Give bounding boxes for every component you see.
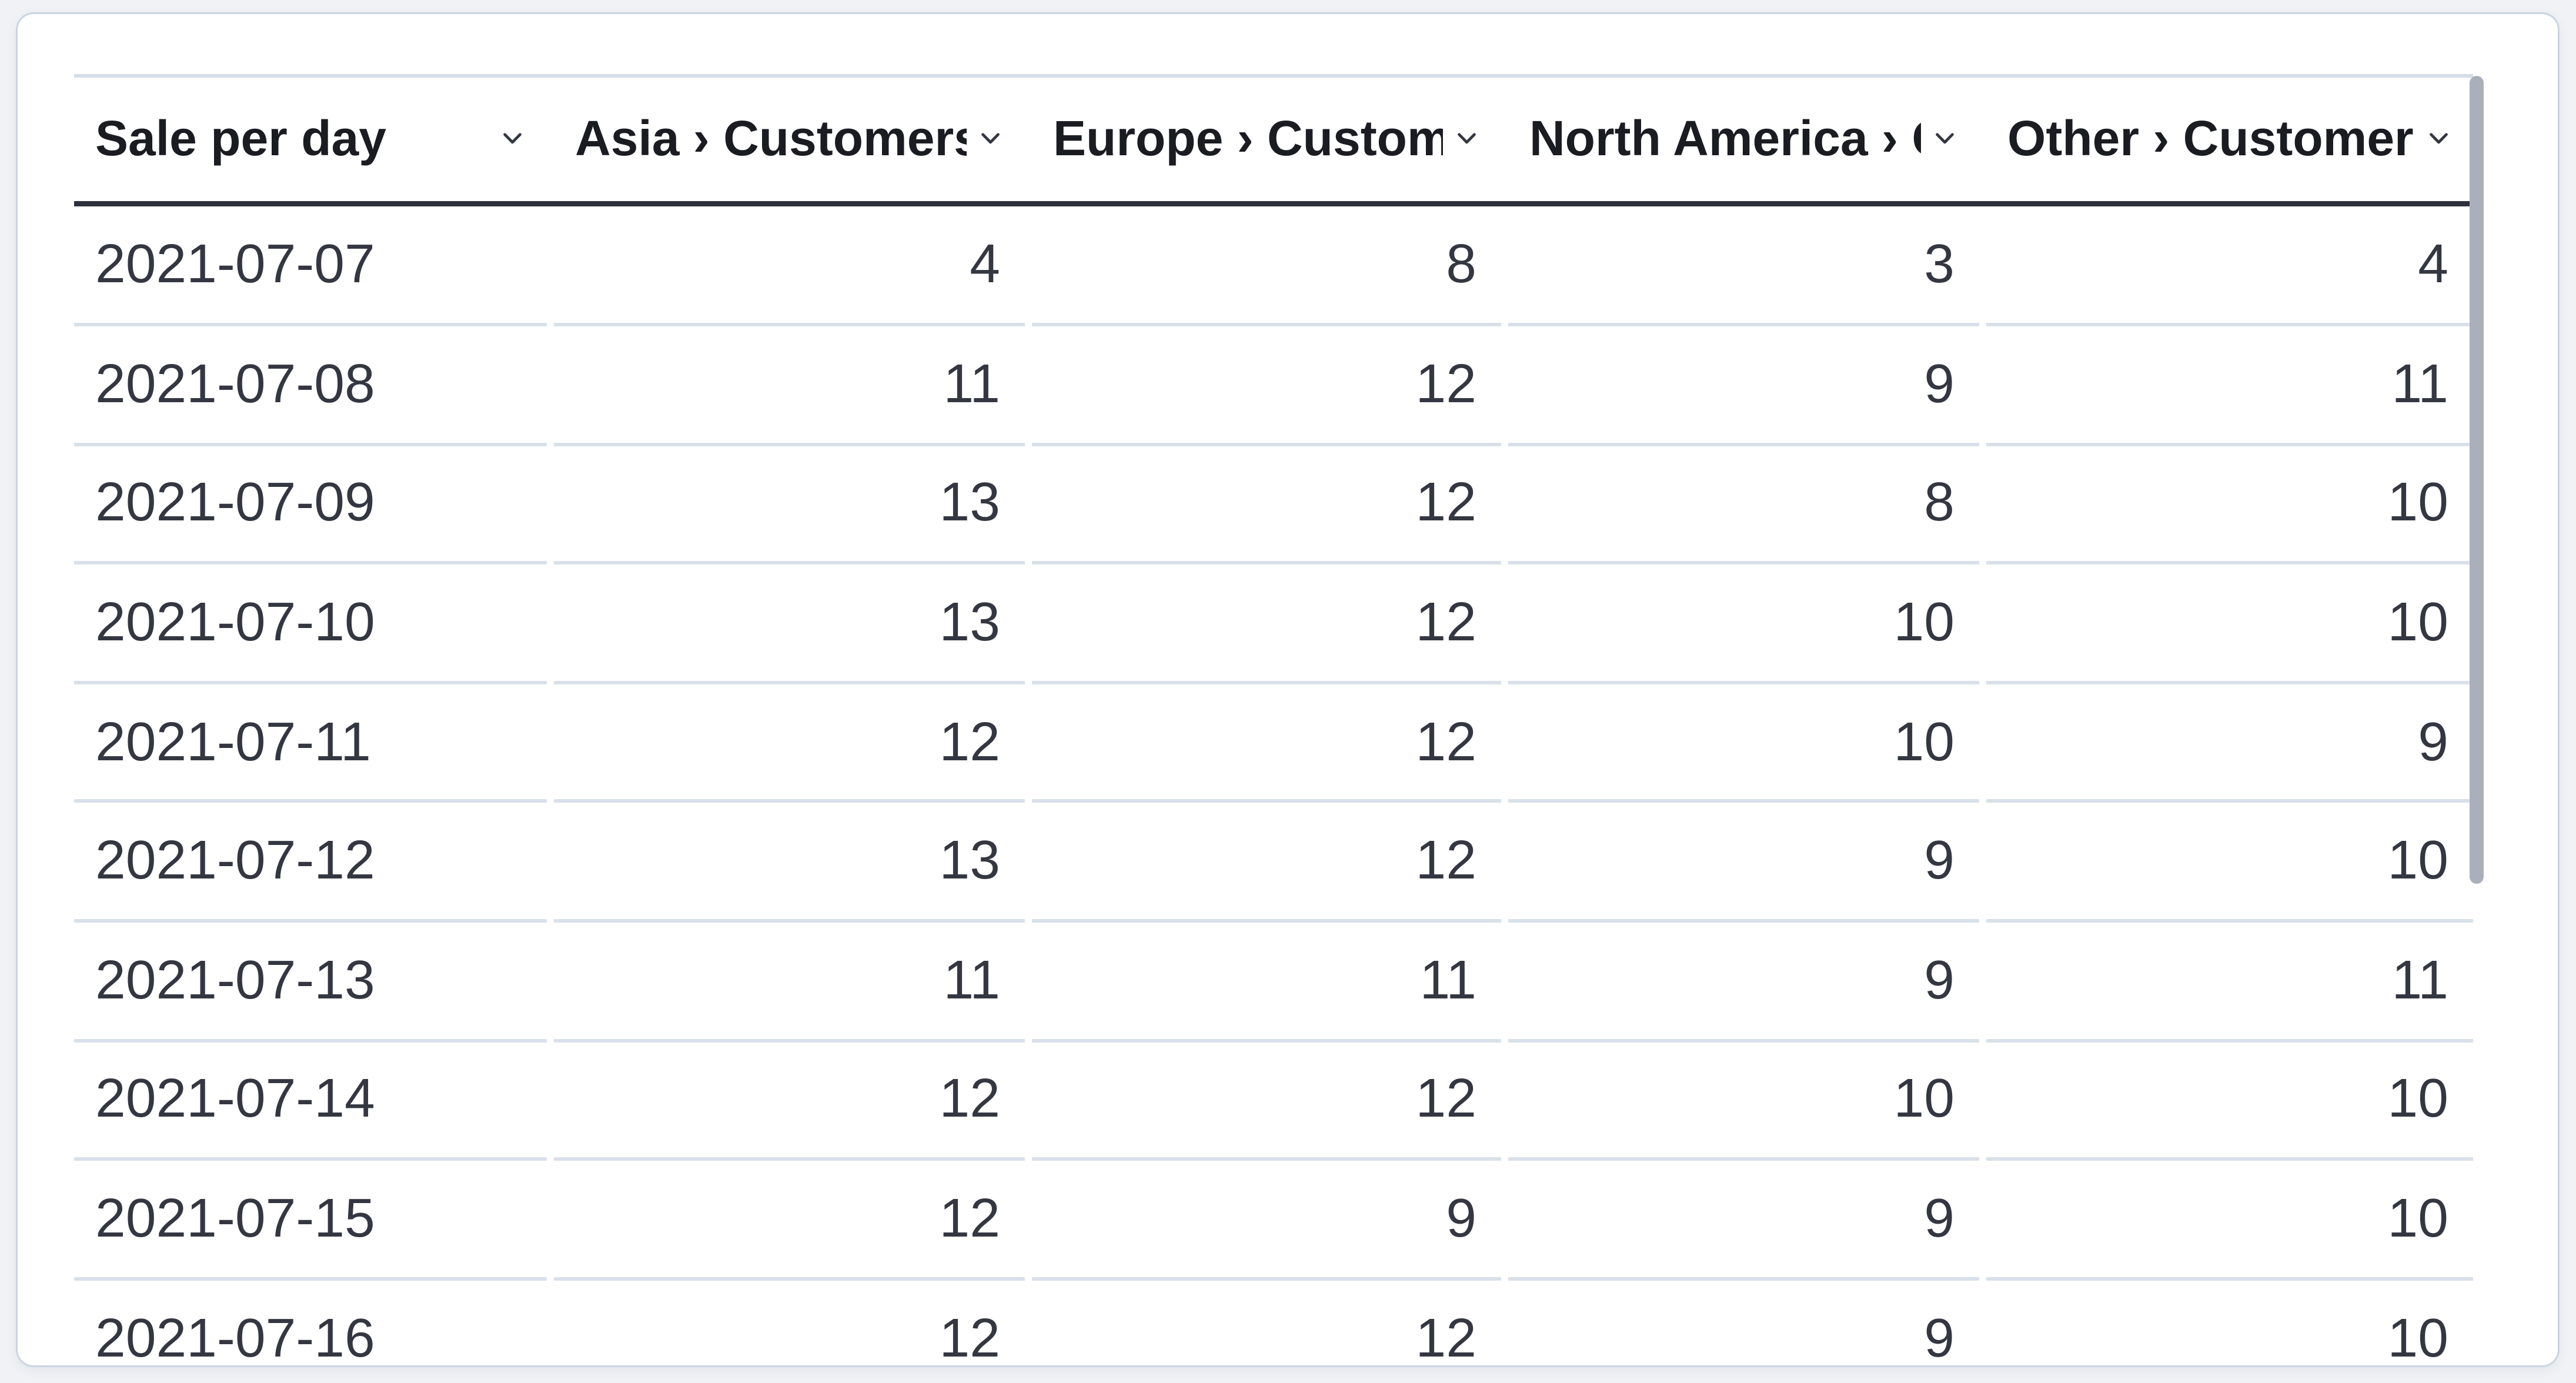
column-header-other-customers[interactable]: Other › Customers: [1986, 77, 2473, 201]
value-cell: 9: [1508, 326, 1979, 446]
date-cell: 2021-07-15: [74, 1161, 547, 1281]
value-cell: 12: [554, 684, 1025, 804]
table-row: 2021-07-14 12 12 10 10: [74, 1042, 2473, 1161]
value-cell: 9: [1508, 1161, 1979, 1281]
table-row: 2021-07-12 13 12 9 10: [74, 803, 2473, 923]
date-cell: 2021-07-11: [74, 684, 547, 804]
value-cell: 8: [1032, 207, 1501, 326]
value-cell: 12: [554, 1161, 1025, 1281]
value-cell: 10: [1986, 1161, 2473, 1281]
value-cell: 12: [554, 1042, 1025, 1161]
value-cell: 10: [1986, 1280, 2473, 1369]
value-cell: 13: [554, 803, 1025, 923]
table-header-row: Sale per day Asia › Customers Europe › C…: [74, 77, 2473, 201]
value-cell: 11: [554, 326, 1025, 446]
date-cell: 2021-07-10: [74, 565, 547, 684]
column-header-label: Asia › Customers: [575, 111, 967, 166]
value-cell: 10: [1986, 446, 2473, 565]
value-cell: 12: [1032, 684, 1501, 804]
value-cell: 12: [1032, 803, 1501, 923]
value-cell: 4: [554, 207, 1025, 326]
value-cell: 9: [1508, 803, 1979, 923]
value-cell: 3: [1508, 207, 1979, 326]
value-cell: 10: [1508, 565, 1979, 684]
value-cell: 13: [554, 565, 1025, 684]
table-row: 2021-07-11 12 12 10 9: [74, 684, 2473, 804]
chevron-down-icon[interactable]: [977, 126, 1004, 152]
table-panel: Sale per day Asia › Customers Europe › C…: [16, 12, 2560, 1369]
value-cell: 4: [1986, 207, 2473, 326]
column-header-north-america-customers[interactable]: North America › Customers: [1508, 77, 1979, 201]
value-cell: 11: [1986, 923, 2473, 1042]
value-cell: 11: [1032, 923, 1501, 1042]
value-cell: 9: [1986, 684, 2473, 804]
table-row: 2021-07-09 13 12 8 10: [74, 446, 2473, 565]
column-header-label: Europe › Customers: [1053, 111, 1443, 166]
value-cell: 8: [1508, 446, 1979, 565]
value-cell: 12: [1032, 1042, 1501, 1161]
column-header-label: Other › Customers: [2007, 111, 2415, 166]
value-cell: 9: [1508, 1280, 1979, 1369]
table-row: 2021-07-13 11 11 9 11: [74, 923, 2473, 1042]
table-row: 2021-07-16 12 12 9 10: [74, 1280, 2473, 1369]
chevron-down-icon[interactable]: [2425, 126, 2452, 152]
value-cell: 10: [1986, 565, 2473, 684]
value-cell: 10: [1986, 803, 2473, 923]
column-header-label: North America › Customers: [1529, 111, 1921, 166]
table-row: 2021-07-08 11 12 9 11: [74, 326, 2473, 446]
value-cell: 10: [1508, 1042, 1979, 1161]
data-grid: Sale per day Asia › Customers Europe › C…: [74, 74, 2473, 1369]
table-row: 2021-07-07 4 8 3 4: [74, 207, 2473, 326]
value-cell: 10: [1986, 1042, 2473, 1161]
value-cell: 12: [1032, 446, 1501, 565]
value-cell: 10: [1508, 684, 1979, 804]
date-cell: 2021-07-13: [74, 923, 547, 1042]
date-cell: 2021-07-07: [74, 207, 547, 326]
chevron-down-icon[interactable]: [499, 126, 526, 152]
date-cell: 2021-07-08: [74, 326, 547, 446]
value-cell: 13: [554, 446, 1025, 565]
column-header-label: Sale per day: [95, 111, 386, 166]
table-row: 2021-07-15 12 9 9 10: [74, 1161, 2473, 1281]
value-cell: 9: [1508, 923, 1979, 1042]
date-cell: 2021-07-14: [74, 1042, 547, 1161]
date-cell: 2021-07-09: [74, 446, 547, 565]
value-cell: 12: [1032, 1280, 1501, 1369]
value-cell: 12: [554, 1280, 1025, 1369]
date-cell: 2021-07-16: [74, 1280, 547, 1369]
column-header-europe-customers[interactable]: Europe › Customers: [1032, 77, 1501, 201]
table-body: 2021-07-07 4 8 3 4 2021-07-08 11 12 9 11…: [74, 207, 2473, 1369]
value-cell: 12: [1032, 565, 1501, 684]
value-cell: 9: [1032, 1161, 1501, 1281]
value-cell: 11: [1986, 326, 2473, 446]
vertical-scrollbar-thumb[interactable]: [2470, 76, 2484, 884]
header-bottom-rule: [74, 201, 2473, 208]
chevron-down-icon[interactable]: [1454, 126, 1480, 152]
value-cell: 11: [554, 923, 1025, 1042]
column-header-asia-customers[interactable]: Asia › Customers: [554, 77, 1025, 201]
chevron-down-icon[interactable]: [1932, 126, 1958, 152]
table-row: 2021-07-10 13 12 10 10: [74, 565, 2473, 684]
date-cell: 2021-07-12: [74, 803, 547, 923]
grid-top-rule: [74, 74, 2473, 77]
column-header-sale-per-day[interactable]: Sale per day: [74, 77, 547, 201]
value-cell: 12: [1032, 326, 1501, 446]
